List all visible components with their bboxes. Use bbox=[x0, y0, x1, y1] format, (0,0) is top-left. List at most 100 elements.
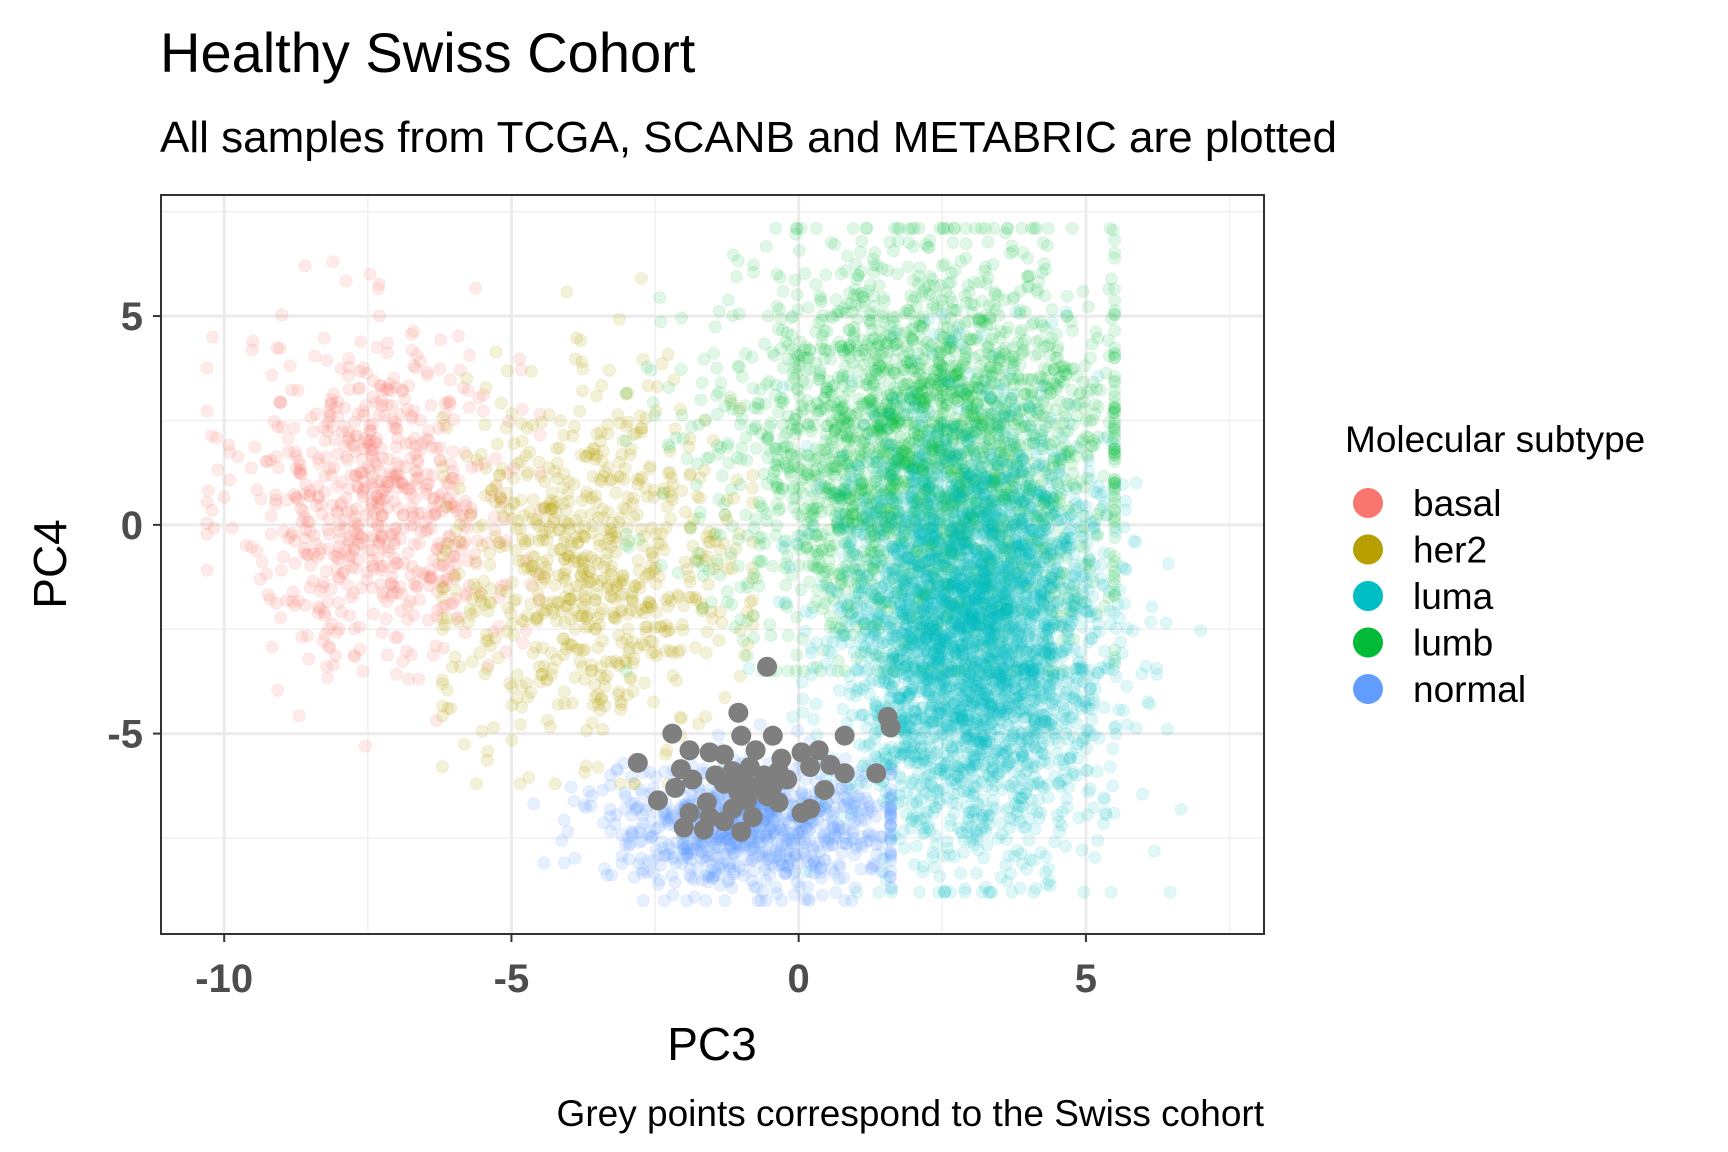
point-lumb bbox=[828, 238, 842, 252]
point-her2 bbox=[564, 612, 578, 626]
point-her2 bbox=[580, 609, 594, 623]
point-basal bbox=[265, 368, 279, 382]
point-basal bbox=[287, 421, 301, 435]
point-basal bbox=[367, 607, 380, 621]
point-lumb bbox=[972, 313, 986, 327]
point-lumb bbox=[959, 251, 973, 265]
point-basal bbox=[378, 409, 392, 423]
point-basal bbox=[429, 441, 443, 455]
point-lumb bbox=[1006, 292, 1020, 306]
point-luma bbox=[1084, 473, 1098, 487]
point-lumb bbox=[893, 221, 907, 235]
point-basal bbox=[353, 381, 367, 395]
point-her2 bbox=[699, 710, 712, 724]
point-basal bbox=[332, 570, 346, 584]
point-basal bbox=[324, 393, 338, 406]
point-her2 bbox=[498, 538, 512, 552]
point-her2 bbox=[651, 536, 665, 550]
point-basal bbox=[415, 506, 429, 520]
point-her2 bbox=[494, 396, 508, 410]
point-her2 bbox=[575, 529, 589, 543]
point-basal bbox=[342, 482, 356, 496]
point-luma bbox=[783, 560, 797, 574]
point-lumb bbox=[1081, 300, 1095, 314]
point-her2 bbox=[635, 272, 648, 285]
point-basal bbox=[271, 420, 285, 434]
point-basal bbox=[318, 606, 332, 619]
point-lumb bbox=[902, 236, 916, 250]
point-her2 bbox=[521, 465, 535, 479]
point-her2 bbox=[577, 589, 591, 603]
point-lumb bbox=[709, 527, 723, 540]
point-basal bbox=[297, 541, 311, 555]
point-basal bbox=[514, 363, 528, 377]
point-basal bbox=[353, 620, 366, 634]
points-layer bbox=[200, 221, 1208, 908]
point-her2 bbox=[515, 613, 529, 627]
point-her2 bbox=[541, 713, 554, 727]
point-lumb bbox=[1076, 284, 1090, 298]
point-basal bbox=[409, 477, 423, 491]
point-basal bbox=[405, 560, 419, 573]
point-basal bbox=[375, 530, 388, 544]
point-her2 bbox=[524, 685, 538, 699]
point-basal bbox=[533, 428, 547, 442]
point-her2 bbox=[599, 553, 613, 567]
point-her2 bbox=[507, 594, 521, 608]
point-basal bbox=[231, 450, 245, 464]
point-basal bbox=[463, 348, 477, 362]
point-basal bbox=[389, 440, 403, 454]
point-her2 bbox=[549, 495, 563, 509]
point-basal bbox=[443, 394, 457, 408]
point-her2 bbox=[453, 660, 467, 674]
point-luma bbox=[1118, 597, 1132, 611]
point-basal bbox=[462, 579, 476, 593]
point-basal bbox=[293, 463, 307, 477]
point-basal bbox=[426, 648, 440, 662]
point-basal bbox=[365, 553, 379, 567]
point-basal bbox=[348, 468, 362, 482]
point-basal bbox=[412, 593, 426, 607]
point-lumb bbox=[852, 405, 866, 419]
point-basal bbox=[403, 482, 416, 495]
point-lumb bbox=[619, 664, 633, 678]
point-basal bbox=[342, 554, 356, 568]
point-her2 bbox=[494, 583, 508, 597]
point-basal bbox=[358, 739, 372, 753]
point-luma bbox=[922, 313, 936, 327]
point-lumb bbox=[619, 527, 633, 541]
point-basal bbox=[502, 414, 516, 428]
point-basal bbox=[430, 543, 444, 557]
point-basal bbox=[447, 412, 461, 426]
point-lumb bbox=[874, 360, 888, 374]
point-basal bbox=[285, 383, 299, 397]
point-lumb bbox=[790, 648, 804, 662]
point-her2 bbox=[580, 724, 594, 738]
point-her2 bbox=[469, 453, 483, 467]
point-lumb bbox=[794, 221, 808, 235]
point-lumb bbox=[853, 245, 867, 259]
point-basal bbox=[255, 555, 269, 569]
point-her2 bbox=[573, 654, 587, 668]
point-lumb bbox=[753, 555, 767, 569]
point-basal bbox=[334, 496, 348, 510]
point-basal bbox=[446, 549, 460, 563]
point-luma bbox=[1159, 616, 1173, 630]
point-lumb bbox=[801, 301, 815, 314]
point-lumb bbox=[685, 420, 698, 434]
point-lumb bbox=[1107, 569, 1121, 583]
point-basal bbox=[348, 415, 362, 429]
point-her2 bbox=[478, 418, 492, 432]
point-lumb bbox=[867, 258, 881, 272]
point-basal bbox=[345, 504, 359, 517]
point-lumb bbox=[753, 538, 767, 552]
point-basal bbox=[387, 371, 401, 385]
point-basal bbox=[452, 610, 466, 624]
point-basal bbox=[369, 436, 383, 450]
point-basal bbox=[340, 450, 353, 464]
point-basal bbox=[245, 540, 259, 554]
point-basal bbox=[342, 360, 356, 374]
point-basal bbox=[439, 500, 453, 514]
point-lumb bbox=[632, 533, 646, 547]
point-her2 bbox=[436, 549, 449, 563]
